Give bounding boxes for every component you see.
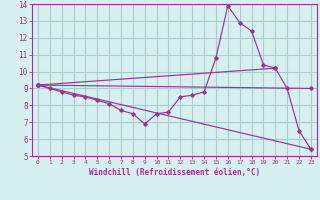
X-axis label: Windchill (Refroidissement éolien,°C): Windchill (Refroidissement éolien,°C) <box>89 168 260 177</box>
